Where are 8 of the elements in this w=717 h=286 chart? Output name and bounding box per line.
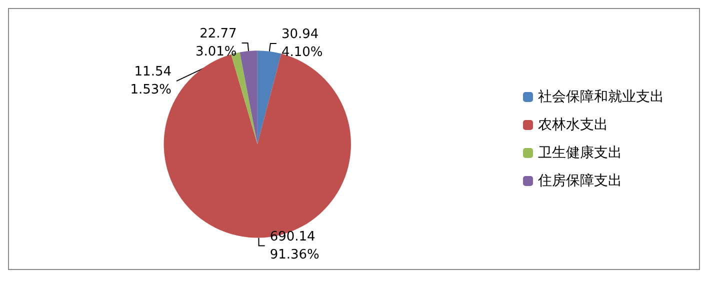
data-label: 30.94 4.10% (281, 26, 323, 60)
legend-label: 住房保障支出 (537, 173, 622, 189)
data-label: 11.54 1.53% (130, 64, 172, 98)
legend-label: 农林水支出 (538, 117, 608, 133)
data-label: 22.77 3.01% (195, 26, 237, 60)
legend-label: 卫生健康支出 (538, 145, 622, 161)
legend-label: 社会保障和就业支出 (538, 89, 664, 105)
data-label: 690.14 91.36% (270, 229, 320, 262)
